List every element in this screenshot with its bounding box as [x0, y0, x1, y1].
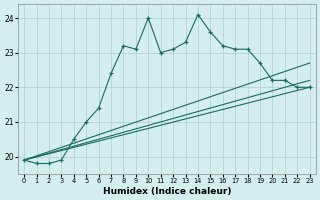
X-axis label: Humidex (Indice chaleur): Humidex (Indice chaleur): [103, 187, 231, 196]
